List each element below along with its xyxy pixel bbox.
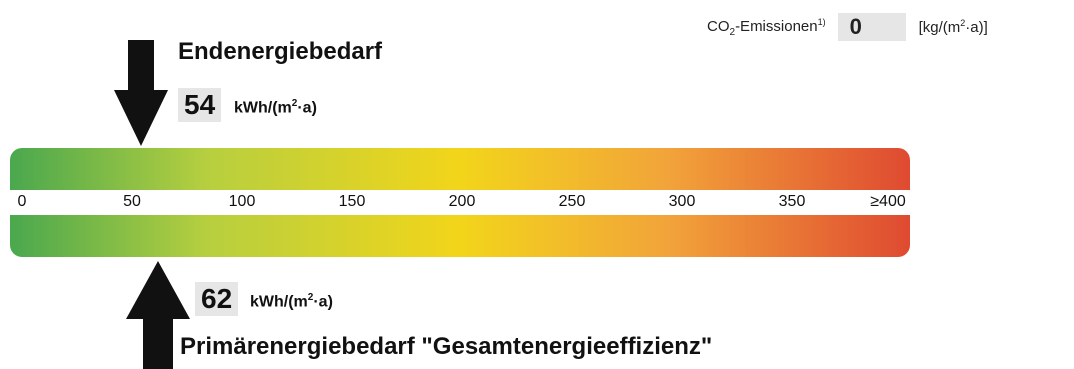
co2-unit: [kg/(m2·a)] (918, 18, 988, 36)
scale-ticks: 0 50 100 150 200 250 300 350 ≥400 (10, 190, 910, 215)
scale-tick: 350 (778, 193, 806, 210)
arrow-up-icon (126, 261, 191, 369)
scale-tick: 100 (228, 193, 256, 210)
scale-tick: 200 (448, 193, 476, 210)
scale-tick: ≥400 (870, 193, 906, 210)
co2-emissions: CO2-Emissionen1) 0 [kg/(m2·a)] (707, 12, 988, 42)
end-energy-title: Endenergiebedarf (178, 38, 383, 65)
end-energy-unit: kWh/(m2·a) (234, 98, 317, 117)
scale-tick: 50 (123, 193, 141, 210)
scale-tick: 0 (17, 193, 27, 210)
scale-tick: 150 (338, 193, 366, 210)
co2-label: CO2-Emissionen1) (707, 16, 826, 38)
end-energy-value: 54 (178, 88, 222, 122)
arrow-down-icon (113, 40, 168, 146)
primary-energy-value: 62 (195, 282, 239, 316)
scale-tick: 300 (668, 193, 696, 210)
scale-tick: 250 (558, 193, 586, 210)
scale-band-bottom (10, 215, 910, 257)
primary-energy-title: Primärenergiebedarf "Gesamtenergieeffizi… (180, 333, 713, 360)
primary-energy-unit: kWh/(m2·a) (250, 292, 333, 311)
co2-value: 0 (837, 13, 906, 41)
scale-band-top (10, 148, 910, 190)
